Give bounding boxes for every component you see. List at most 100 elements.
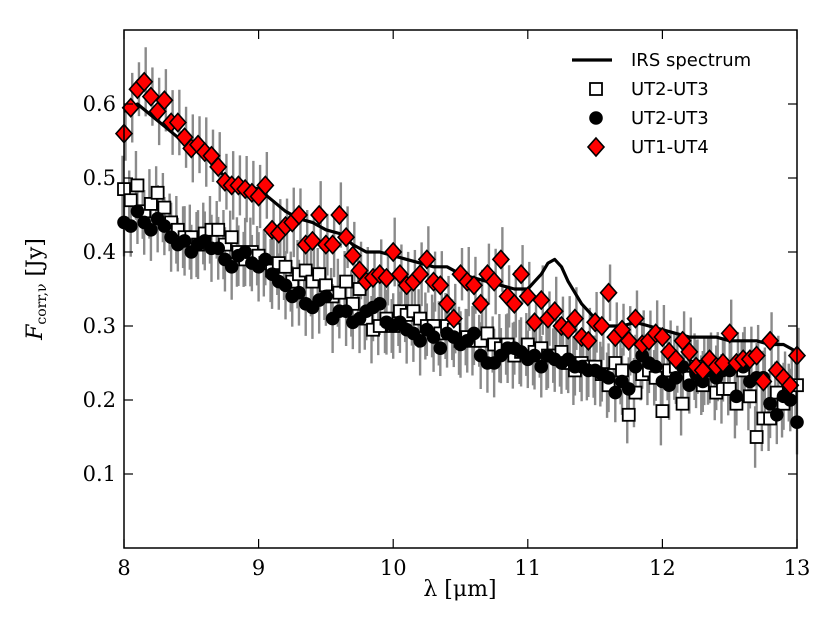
legend-marker-swatch bbox=[589, 111, 603, 125]
ut2-ut3-open-square-point bbox=[742, 389, 757, 404]
ut1-ut4-diamond-point bbox=[289, 204, 309, 226]
ut2-ut3-filled-circle-point bbox=[238, 245, 252, 259]
ut1-ut4-diamond-point bbox=[626, 308, 645, 329]
x-tick-label: 8 bbox=[117, 556, 130, 580]
ut1-ut4-diamond-point bbox=[444, 308, 463, 329]
ut2-ut3-open-square-point bbox=[615, 363, 629, 378]
marker-layer bbox=[114, 71, 807, 444]
ut1-ut4-diamond-point bbox=[485, 271, 504, 292]
ut1-ut4-diamond-point bbox=[781, 374, 800, 396]
x-tick-label: 10 bbox=[380, 556, 407, 580]
ut1-ut4-diamond-point bbox=[141, 86, 160, 107]
y-tick-label: 0.1 bbox=[83, 462, 116, 486]
ut1-ut4-diamond-point bbox=[619, 330, 638, 352]
ut2-ut3-filled-circle-point bbox=[621, 382, 636, 396]
ut1-ut4-diamond-point bbox=[505, 293, 524, 315]
y-tick-label: 0.6 bbox=[83, 92, 116, 116]
y-axis-title: Fcorr,ν [Jy] bbox=[23, 238, 50, 341]
ut2-ut3-filled-circle-point bbox=[467, 326, 481, 341]
ut1-ut4-diamond-point bbox=[135, 71, 154, 93]
ut1-ut4-diamond-point bbox=[532, 289, 551, 311]
ut1-ut4-diamond-point bbox=[511, 263, 531, 285]
ut2-ut3-filled-circle-point bbox=[669, 371, 683, 385]
plot-frame bbox=[123, 29, 798, 549]
ut1-ut4-diamond-point bbox=[747, 345, 766, 366]
ut2-ut3-open-square-point bbox=[621, 407, 636, 422]
ut2-ut3-filled-circle-point bbox=[144, 223, 158, 237]
ut2-ut3-filled-circle-point bbox=[729, 389, 744, 404]
ut2-ut3-filled-circle-point bbox=[608, 385, 623, 400]
ut2-ut3-open-square-point bbox=[150, 185, 165, 200]
ut2-ut3-filled-circle-point bbox=[695, 374, 710, 389]
ut1-ut4-diamond-point bbox=[323, 234, 342, 255]
ut1-ut4-diamond-point bbox=[680, 341, 699, 363]
ut1-ut4-diamond-point bbox=[337, 226, 356, 248]
ut2-ut3-filled-circle-point bbox=[123, 219, 138, 233]
ut1-ut4-diamond-point bbox=[599, 282, 618, 303]
ut2-ut3-filled-circle-point bbox=[339, 304, 353, 319]
ut1-ut4-diamond-point bbox=[471, 293, 490, 315]
ut1-ut4-diamond-point bbox=[754, 371, 773, 392]
ut2-ut3-filled-circle-point bbox=[628, 359, 643, 374]
y-axis-title-symbol: F bbox=[23, 324, 48, 341]
x-tick-label: 12 bbox=[649, 556, 676, 580]
y-axis-title-unit: [Jy] bbox=[23, 238, 48, 283]
ut2-ut3-filled-circle-point bbox=[770, 408, 784, 422]
ut2-ut3-filled-circle-point bbox=[278, 278, 293, 293]
ut2-ut3-open-square-point bbox=[123, 193, 138, 208]
x-tick-label: 13 bbox=[784, 556, 811, 580]
ut1-ut4-diamond-point bbox=[330, 204, 349, 226]
ut2-ut3-open-square-point bbox=[675, 396, 690, 411]
ut2-ut3-filled-circle-point bbox=[433, 341, 448, 356]
ut2-ut3-filled-circle-point bbox=[426, 330, 441, 344]
axis-ticks: 8 9 10 11 12 13 0.1 0.2 0.3 0.4 0.5 0.6 bbox=[83, 30, 811, 580]
ut1-ut4-diamond-point bbox=[256, 175, 275, 196]
ut2-ut3-filled-circle-point bbox=[157, 219, 172, 233]
ut2-ut3-open-square-point bbox=[211, 222, 226, 237]
legend: IRS spectrum UT2-UT3 UT2-UT3 UT1-UT4 bbox=[572, 50, 751, 158]
ut1-ut4-diamond-point bbox=[411, 263, 430, 285]
ut1-ut4-diamond-point bbox=[431, 275, 450, 296]
ut1-ut4-diamond-point bbox=[518, 286, 537, 307]
ut1-ut4-diamond-point bbox=[417, 249, 436, 270]
ut1-ut4-diamond-point bbox=[384, 241, 403, 263]
ut2-ut3-open-square-point bbox=[749, 430, 764, 444]
ut2-ut3-open-square-point bbox=[655, 404, 670, 419]
ut2-ut3-filled-circle-point bbox=[527, 348, 542, 363]
ut2-ut3-open-square-point bbox=[339, 274, 353, 289]
ut1-ut4-diamond-point bbox=[761, 330, 780, 352]
ut2-ut3-filled-circle-point bbox=[177, 234, 192, 248]
ut2-ut3-filled-circle-point bbox=[130, 204, 145, 219]
ut1-ut4-diamond-point bbox=[579, 330, 598, 352]
ut2-ut3-open-square-point bbox=[224, 230, 239, 245]
legend-label: UT1-UT4 bbox=[631, 137, 709, 158]
ut2-ut3-filled-circle-point bbox=[648, 359, 663, 374]
ut2-ut3-filled-circle-point bbox=[292, 285, 306, 300]
y-tick-label: 0.5 bbox=[83, 166, 116, 190]
y-axis-title-subscript: corr,ν bbox=[34, 284, 50, 325]
ut2-ut3-filled-circle-point bbox=[224, 260, 239, 274]
y-tick-label: 0.2 bbox=[83, 388, 116, 412]
ut2-ut3-filled-circle-point bbox=[763, 396, 777, 411]
ut2-ut3-filled-circle-point bbox=[258, 252, 273, 267]
legend-label: UT2-UT3 bbox=[631, 79, 709, 100]
ut2-ut3-filled-circle-point bbox=[534, 359, 549, 374]
legend-marker-swatch bbox=[586, 136, 606, 158]
ut2-ut3-filled-circle-point bbox=[372, 297, 387, 311]
x-axis-title: λ [μm] bbox=[423, 577, 496, 602]
ut2-ut3-open-square-point bbox=[278, 259, 293, 274]
ut1-ut4-diamond-point bbox=[209, 156, 228, 178]
ut1-ut4-diamond-point bbox=[565, 308, 584, 329]
ut1-ut4-diamond-point bbox=[155, 90, 174, 111]
ut1-ut4-diamond-point bbox=[491, 249, 510, 270]
ut2-ut3-filled-circle-point bbox=[319, 289, 333, 304]
ut1-ut4-diamond-point bbox=[592, 315, 611, 337]
ut1-ut4-diamond-point bbox=[720, 323, 739, 344]
ut2-ut3-filled-circle-point bbox=[211, 241, 226, 256]
ut1-ut4-diamond-point bbox=[437, 293, 457, 315]
y-tick-label: 0.4 bbox=[83, 240, 116, 264]
ut2-ut3-filled-circle-point bbox=[413, 334, 427, 348]
y-tick-label: 0.3 bbox=[83, 314, 116, 338]
x-tick-label: 9 bbox=[252, 556, 265, 580]
